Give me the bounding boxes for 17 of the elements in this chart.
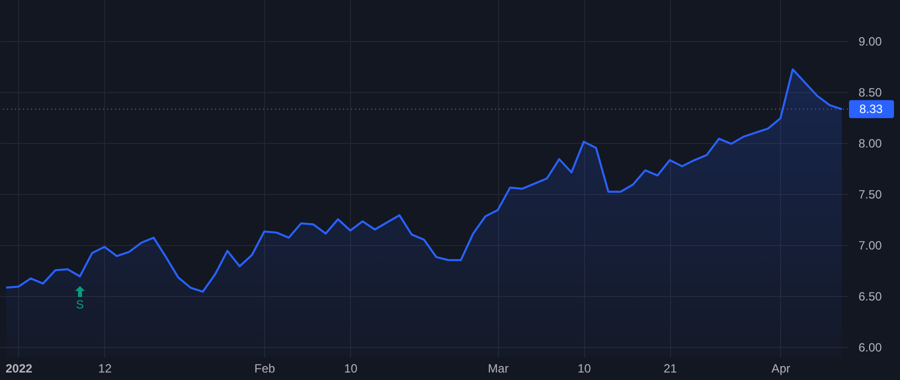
annotation: S <box>76 297 84 312</box>
y-tick-label: 8.50 <box>858 85 882 100</box>
y-tick-label: 7.00 <box>858 238 882 252</box>
y-tick-label: 6.50 <box>858 289 882 304</box>
y-tick-label: 8.00 <box>858 136 882 150</box>
x-tick-label: Apr <box>772 362 790 376</box>
x-tick-label: 10 <box>578 362 592 376</box>
x-tick-label: Mar <box>488 362 509 376</box>
x-tick-label: 10 <box>344 362 358 376</box>
y-tick-label: 9.00 <box>858 34 882 48</box>
x-tick-label: 21 <box>664 362 678 376</box>
x-tick-label: 12 <box>98 362 112 376</box>
ref-line-label: 8.33 <box>859 102 883 116</box>
y-tick-label: 7.50 <box>858 187 882 202</box>
y-tick-label: 6.00 <box>858 340 882 354</box>
x-tick-label: Feb <box>254 362 276 376</box>
x-tick-label: 2022 <box>6 362 33 376</box>
